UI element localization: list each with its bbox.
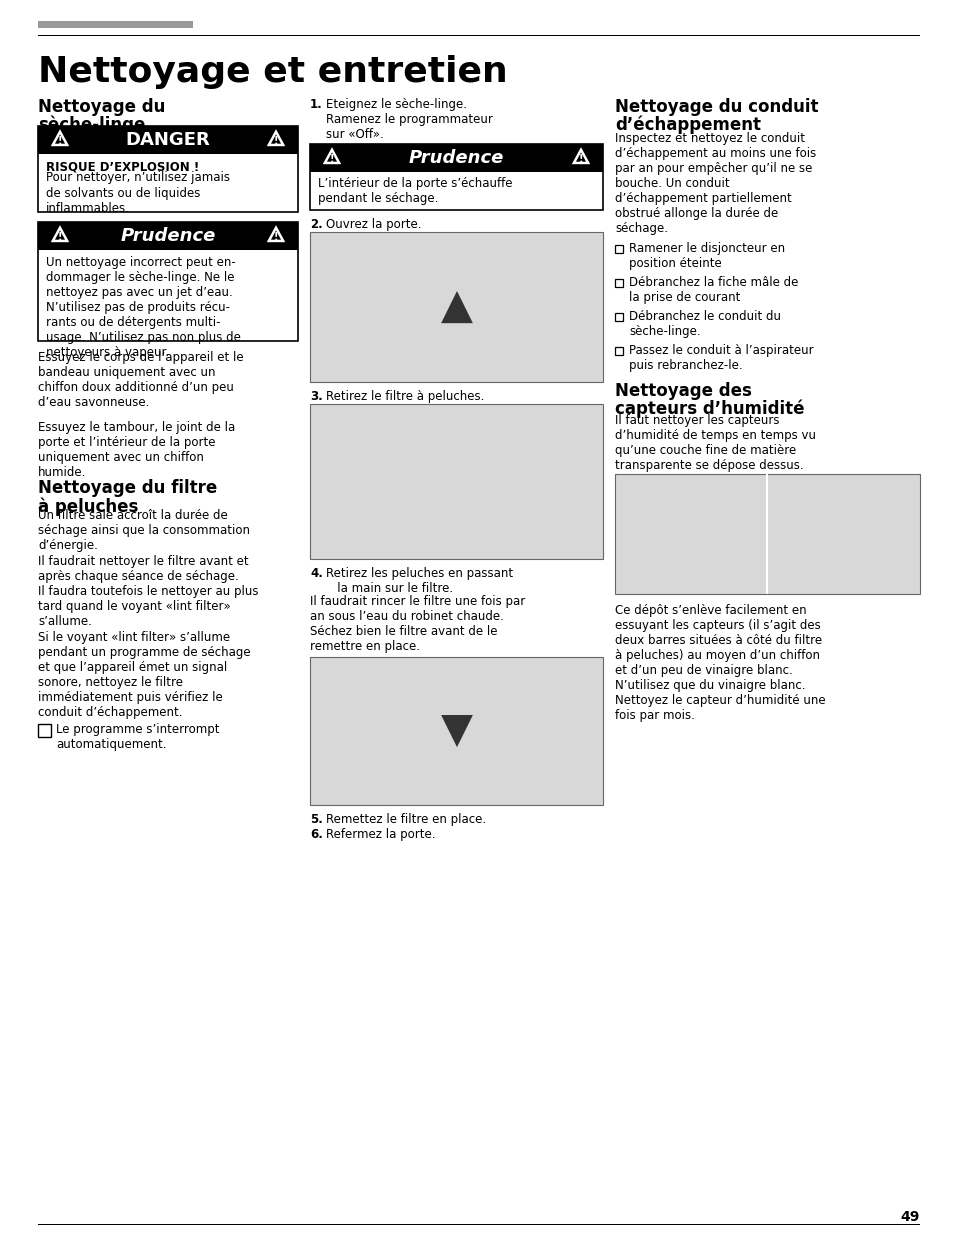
Text: !: ! — [274, 136, 278, 146]
Bar — [615, 312, 622, 321]
Text: !: ! — [58, 136, 62, 146]
Bar — [38, 21, 193, 28]
Text: capteurs d’humidité: capteurs d’humidité — [615, 400, 803, 419]
Text: 6.: 6. — [310, 827, 322, 841]
Text: Le programme s’interrompt
automatiquement.: Le programme s’interrompt automatiquemen… — [56, 722, 219, 751]
Bar — [615, 245, 622, 253]
Text: Nettoyage du: Nettoyage du — [38, 98, 165, 116]
Text: Essuyez le corps de l’appareil et le
bandeau uniquement avec un
chiffon doux add: Essuyez le corps de l’appareil et le ban… — [38, 351, 243, 409]
Text: Essuyez le tambour, le joint de la
porte et l’intérieur de la porte
uniquement a: Essuyez le tambour, le joint de la porte… — [38, 421, 235, 479]
Text: RISQUE D’EXPLOSION !: RISQUE D’EXPLOSION ! — [46, 161, 199, 173]
Text: Débranchez la fiche mâle de
la prise de courant: Débranchez la fiche mâle de la prise de … — [628, 275, 798, 304]
Text: à peluches: à peluches — [38, 496, 138, 515]
Text: Refermez la porte.: Refermez la porte. — [326, 827, 435, 841]
Text: 2.: 2. — [310, 219, 322, 231]
Bar — [38, 126, 297, 212]
Text: Un filtre sale accroît la durée de
séchage ainsi que la consommation
d’énergie.: Un filtre sale accroît la durée de sécha… — [38, 509, 250, 552]
Text: 4.: 4. — [310, 567, 322, 580]
Text: Débranchez le conduit du
sèche-linge.: Débranchez le conduit du sèche-linge. — [628, 310, 781, 338]
Text: Ramener le disjoncteur en
position éteinte: Ramener le disjoncteur en position étein… — [628, 242, 784, 270]
Text: !: ! — [274, 231, 278, 242]
Bar — [615, 279, 622, 287]
Text: Il faudrait nettoyer le filtre avant et
après chaque séance de séchage.
Il faudr: Il faudrait nettoyer le filtre avant et … — [38, 555, 258, 629]
Bar — [38, 222, 297, 341]
Bar — [310, 404, 602, 559]
Text: 3.: 3. — [310, 390, 322, 403]
Text: Un nettoyage incorrect peut en-
dommager le sèche-linge. Ne le
nettoyez pas avec: Un nettoyage incorrect peut en- dommager… — [46, 256, 240, 359]
Text: 5.: 5. — [310, 813, 322, 826]
Bar — [38, 126, 297, 154]
Text: Ce dépôt s’enlève facilement en
essuyant les capteurs (il s’agit des
deux barres: Ce dépôt s’enlève facilement en essuyant… — [615, 604, 824, 722]
Bar — [765, 474, 767, 594]
Bar — [310, 657, 602, 805]
Text: !: ! — [578, 153, 582, 163]
Bar — [615, 347, 622, 354]
Text: Prudence: Prudence — [409, 149, 503, 167]
Bar — [310, 144, 602, 210]
Bar — [38, 35, 919, 36]
Text: 1.: 1. — [310, 98, 322, 111]
Text: sèche-linge: sèche-linge — [38, 116, 145, 135]
Text: Passez le conduit à l’aspirateur
puis rebranchez-le.: Passez le conduit à l’aspirateur puis re… — [628, 345, 813, 372]
Text: d’échappement: d’échappement — [615, 116, 760, 135]
Text: Nettoyage et entretien: Nettoyage et entretien — [38, 56, 507, 89]
Text: Nettoyage du filtre: Nettoyage du filtre — [38, 479, 217, 496]
Text: Si le voyant «lint filter» s’allume
pendant un programme de séchage
et que l’app: Si le voyant «lint filter» s’allume pend… — [38, 631, 251, 719]
Text: Nettoyage des: Nettoyage des — [615, 382, 751, 400]
Text: Il faut nettoyer les capteurs
d’humidité de temps en temps vu
qu’une couche fine: Il faut nettoyer les capteurs d’humidité… — [615, 414, 815, 472]
Text: Retirez les peluches en passant
   la main sur le filtre.: Retirez les peluches en passant la main … — [326, 567, 513, 595]
Text: !: ! — [58, 231, 62, 242]
Bar — [38, 222, 297, 249]
Text: Eteignez le sèche-linge.
Ramenez le programmateur
sur «Off».: Eteignez le sèche-linge. Ramenez le prog… — [326, 98, 493, 141]
Bar — [310, 144, 602, 172]
Bar — [615, 474, 919, 594]
Text: Inspectez et nettoyez le conduit
d’échappement au moins une fois
par an pour emp: Inspectez et nettoyez le conduit d’échap… — [615, 132, 816, 235]
Text: DANGER: DANGER — [126, 131, 211, 149]
Text: Prudence: Prudence — [120, 227, 215, 245]
Bar — [38, 724, 51, 737]
Text: ▲: ▲ — [440, 287, 472, 329]
Text: ▼: ▼ — [440, 710, 472, 752]
Bar — [310, 232, 602, 382]
Text: Ouvrez la porte.: Ouvrez la porte. — [326, 219, 421, 231]
Text: Remettez le filtre en place.: Remettez le filtre en place. — [326, 813, 486, 826]
Text: !: ! — [330, 153, 334, 163]
Text: Il faudrait rincer le filtre une fois par
an sous l’eau du robinet chaude.
Séche: Il faudrait rincer le filtre une fois pa… — [310, 595, 525, 653]
Text: L’intérieur de la porte s’échauffe
pendant le séchage.: L’intérieur de la porte s’échauffe penda… — [317, 177, 512, 205]
Text: Retirez le filtre à peluches.: Retirez le filtre à peluches. — [326, 390, 484, 403]
Text: Nettoyage du conduit: Nettoyage du conduit — [615, 98, 818, 116]
Text: 49: 49 — [900, 1210, 919, 1224]
Text: Pour nettoyer, n’utilisez jamais
de solvants ou de liquides
inflammables.: Pour nettoyer, n’utilisez jamais de solv… — [46, 172, 230, 215]
